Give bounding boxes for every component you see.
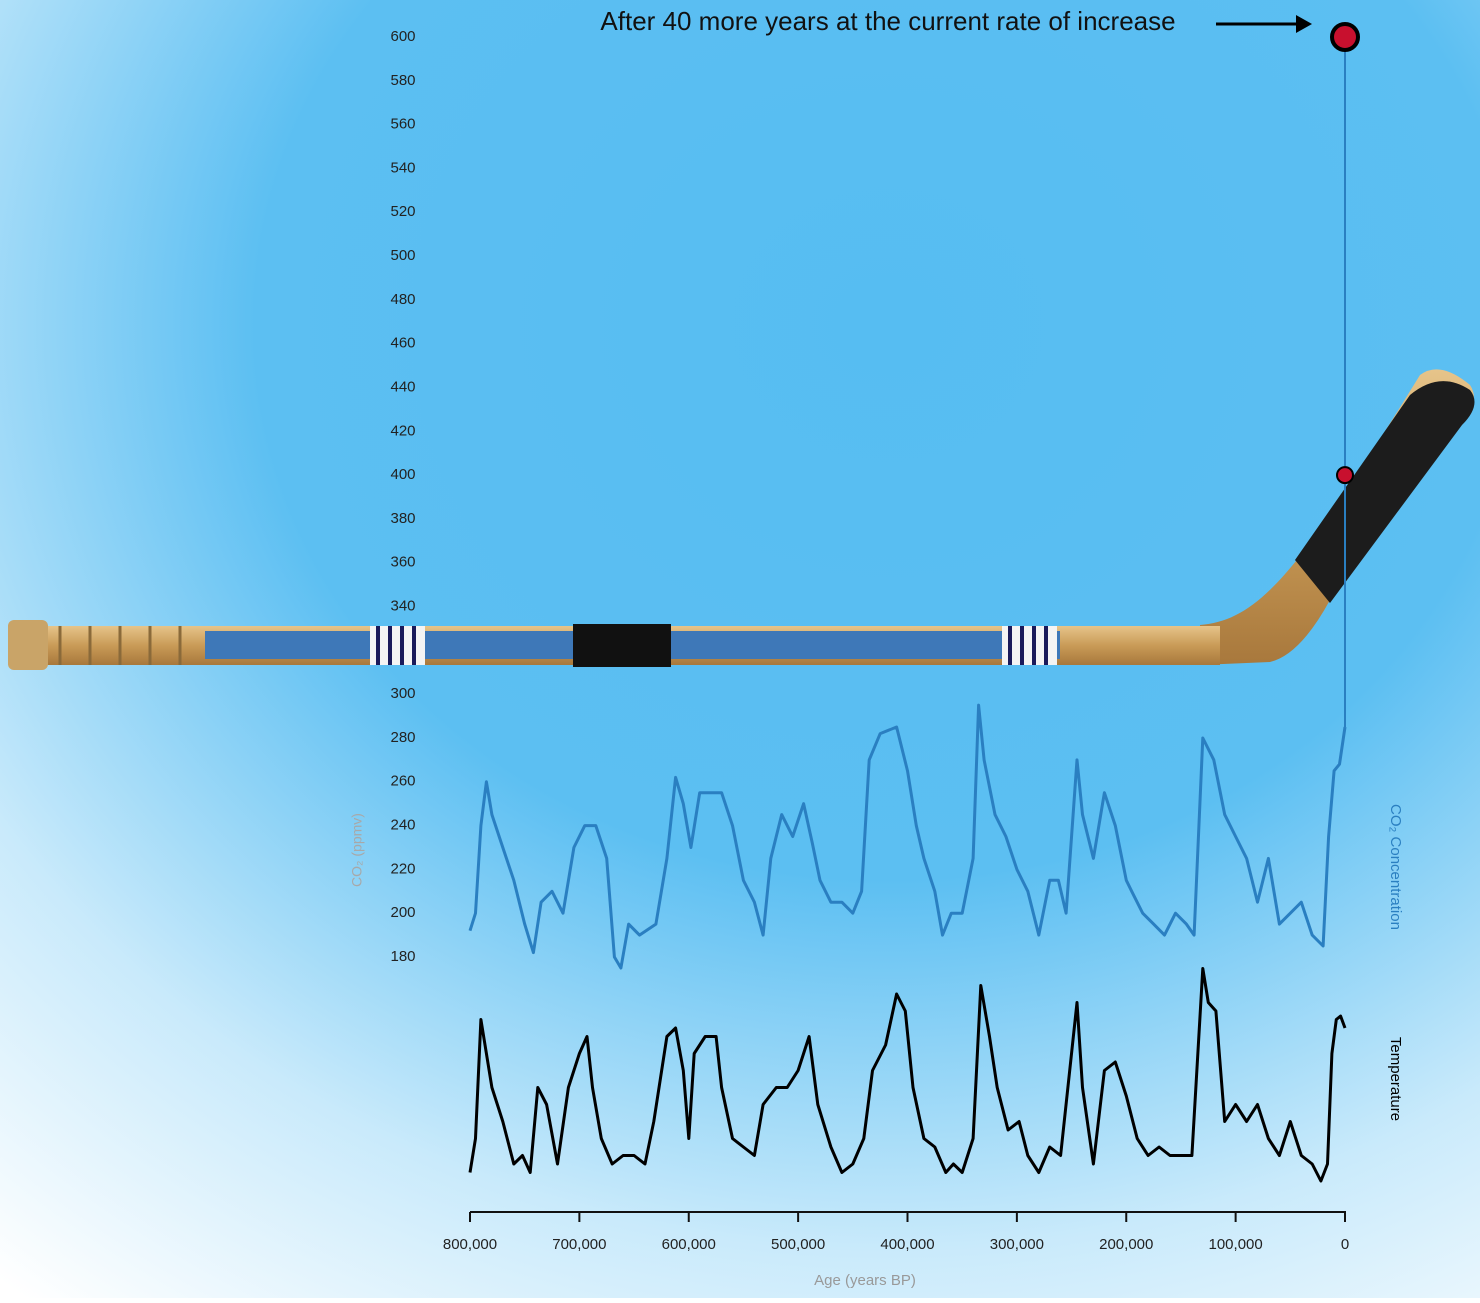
x-tick-label: 600,000 — [662, 1236, 716, 1253]
y-tick-label: 300 — [390, 685, 415, 702]
stick-knob — [8, 620, 48, 670]
x-tick-label: 700,000 — [552, 1236, 606, 1253]
y-tick-label: 200 — [390, 904, 415, 921]
y-tick-label: 180 — [390, 948, 415, 965]
hockey-stick — [8, 369, 1475, 670]
blade-tape — [1295, 381, 1475, 603]
y-tick-label: 580 — [390, 72, 415, 89]
y-tick-label: 420 — [390, 422, 415, 439]
y-tick-label: 560 — [390, 116, 415, 133]
y-tick-label: 380 — [390, 510, 415, 527]
y-tick-label: 540 — [390, 159, 415, 176]
x-tick-label: 800,000 — [443, 1236, 497, 1253]
tape-black — [573, 624, 671, 667]
y-tick-label: 400 — [390, 466, 415, 483]
x-axis-label: Age (years BP) — [814, 1272, 916, 1289]
grip-tape — [58, 626, 182, 665]
annotation-arrow — [1216, 15, 1312, 33]
projection-marker — [1330, 22, 1360, 52]
y-tick-label: 600 — [390, 28, 415, 45]
series-label: CO₂ Concentration — [1387, 804, 1404, 930]
y-tick-label: 500 — [390, 247, 415, 264]
y-tick-label: 460 — [390, 335, 415, 352]
x-tick-label: 200,000 — [1099, 1236, 1153, 1253]
x-tick-label: 500,000 — [771, 1236, 825, 1253]
tape-lines — [376, 626, 1048, 665]
y-axis-label: CO₂ (ppmv) — [349, 813, 365, 887]
projection-marker — [1336, 466, 1354, 485]
x-tick-label: 400,000 — [880, 1236, 934, 1253]
y-tick-label: 480 — [390, 291, 415, 308]
x-tick-label: 100,000 — [1209, 1236, 1263, 1253]
y-tick-label: 220 — [390, 860, 415, 877]
y-tick-label: 360 — [390, 554, 415, 571]
series-line — [468, 703, 1347, 970]
y-tick-label: 520 — [390, 203, 415, 220]
y-tick-label: 440 — [390, 378, 415, 395]
y-tick-label: 260 — [390, 773, 415, 790]
series-line — [468, 967, 1347, 1183]
y-tick-label: 280 — [390, 729, 415, 746]
y-tick-label: 240 — [390, 817, 415, 834]
series-label: Temperature — [1387, 1037, 1404, 1121]
x-tick-label: 0 — [1341, 1236, 1349, 1253]
annotation: After 40 more years at the current rate … — [600, 6, 1175, 36]
x-tick-label: 300,000 — [990, 1236, 1044, 1253]
y-tick-label: 340 — [390, 597, 415, 614]
